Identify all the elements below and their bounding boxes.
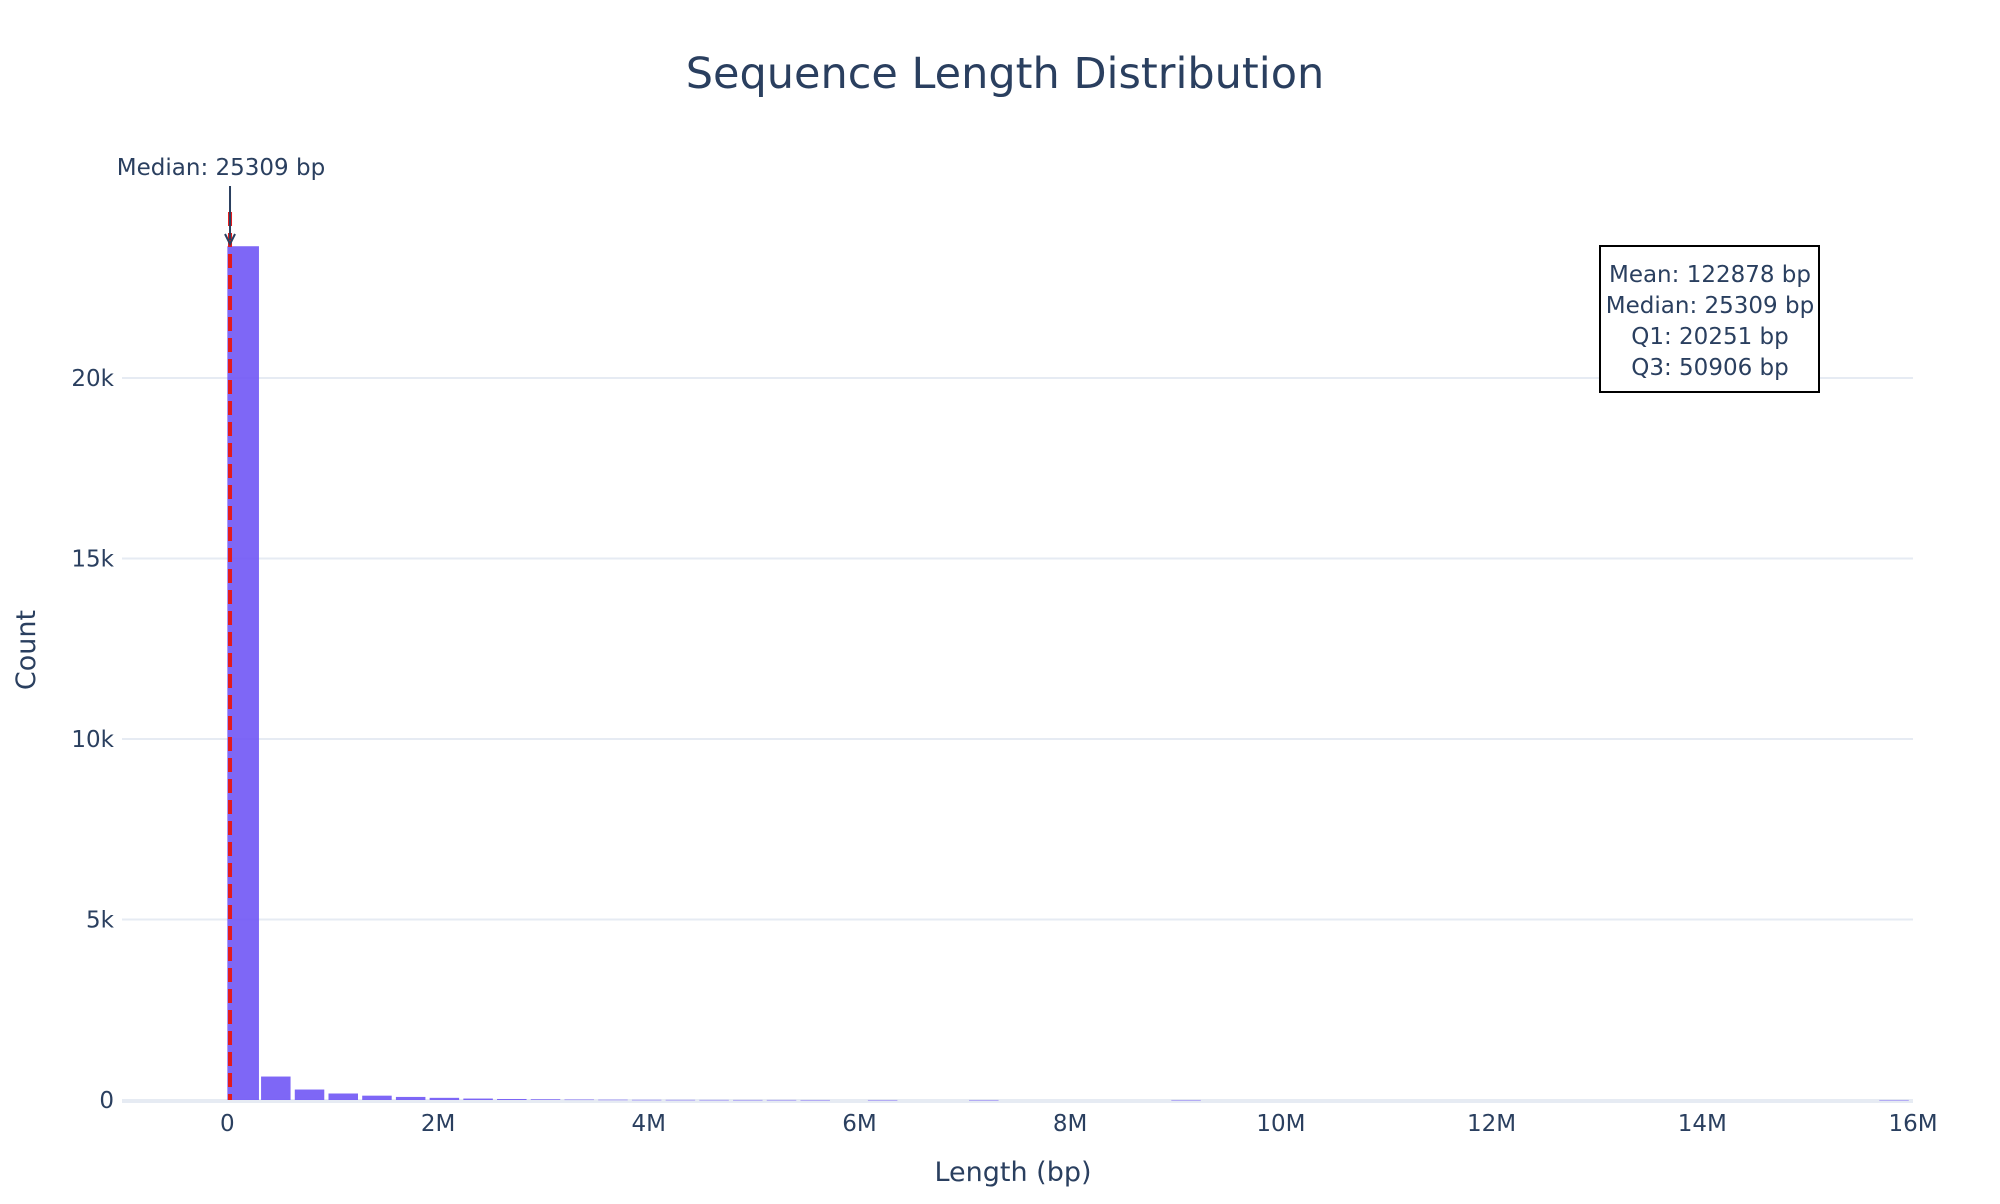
histogram-bar <box>699 1099 729 1101</box>
x-tick-label: 0 <box>220 1111 235 1137</box>
histogram-bar <box>497 1098 527 1100</box>
y-axis-ticks: 0 5k 10k 15k 20k <box>71 366 114 1114</box>
gridlines <box>122 377 1913 1103</box>
histogram-bar <box>564 1099 594 1101</box>
y-tick-label: 5k <box>86 908 115 934</box>
y-axis-label: Count <box>11 610 42 690</box>
histogram-bar <box>227 246 259 1101</box>
histogram-bar <box>530 1099 561 1100</box>
stats-q3: Q3: 50906 bp <box>1631 355 1788 381</box>
histogram-bar <box>733 1099 763 1101</box>
histogram-bars <box>227 246 1909 1101</box>
stats-mean: Mean: 122878 bp <box>1609 262 1811 288</box>
histogram-bar <box>969 1099 999 1101</box>
x-tick-label: 4M <box>632 1111 666 1137</box>
median-annotation: Median: 25309 bp <box>117 155 325 181</box>
chart-title: Sequence Length Distribution <box>686 49 1325 99</box>
stats-box-border <box>1599 245 1820 393</box>
x-tick-label: 10M <box>1256 1111 1305 1137</box>
x-axis-ticks: 0 2M 4M 6M 8M 10M 12M 14M 16M <box>220 1111 1938 1137</box>
y-tick-label: 0 <box>99 1088 114 1114</box>
histogram-bar <box>1879 1099 1909 1101</box>
histogram-bar <box>1171 1099 1201 1101</box>
median-marker <box>224 186 236 1100</box>
histogram-bar <box>429 1097 460 1100</box>
histogram-bar <box>261 1076 291 1100</box>
histogram-bar <box>867 1099 898 1101</box>
stats-box: Mean: 122878 bp Median: 25309 bp Q1: 202… <box>1599 245 1820 393</box>
histogram-bar <box>665 1099 696 1101</box>
y-tick-label: 20k <box>71 366 114 392</box>
median-arrow-head <box>224 233 236 247</box>
histogram-bar <box>463 1098 493 1100</box>
histogram-bar <box>294 1089 325 1100</box>
x-tick-label: 14M <box>1678 1111 1727 1137</box>
histogram-bar <box>395 1096 426 1100</box>
histogram-bar <box>766 1099 797 1101</box>
stats-median: Median: 25309 bp <box>1606 293 1814 319</box>
x-tick-label: 2M <box>421 1111 455 1137</box>
histogram-bar <box>328 1093 358 1100</box>
x-tick-label: 16M <box>1888 1111 1937 1137</box>
x-tick-label: 6M <box>842 1111 876 1137</box>
histogram-bar <box>598 1099 628 1101</box>
y-tick-label: 15k <box>71 547 114 573</box>
y-tick-label: 10k <box>71 727 114 753</box>
x-tick-label: 12M <box>1467 1111 1516 1137</box>
x-axis-label: Length (bp) <box>934 1157 1091 1188</box>
histogram-bar <box>800 1099 830 1101</box>
histogram-bar <box>631 1099 662 1101</box>
histogram-bar <box>362 1095 392 1100</box>
x-tick-label: 8M <box>1053 1111 1087 1137</box>
stats-q1: Q1: 20251 bp <box>1631 324 1788 350</box>
